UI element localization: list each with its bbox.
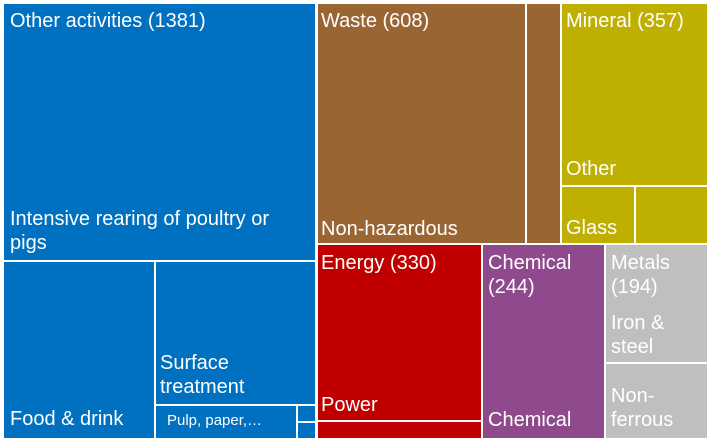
- label-min-other: Other: [566, 158, 617, 180]
- label-mineral: Mineral (357): [566, 10, 684, 32]
- treemap-tile-surface: [155, 261, 316, 405]
- label-energy: Energy (330): [321, 252, 437, 274]
- label-nonferrous: Non-ferrous: [611, 385, 674, 431]
- treemap-tile-nonhaz: [316, 3, 526, 244]
- treemap-tile-food: [3, 261, 155, 439]
- treemap-tile-energy-s1: [316, 421, 482, 439]
- label-surface: Surface treatment: [160, 352, 245, 398]
- group-separator: [560, 3, 562, 244]
- treemap-tile-nonferrous: [605, 363, 708, 439]
- treemap-tile-other-s1: [297, 405, 316, 422]
- label-nonhaz: Non-hazardous: [321, 218, 458, 240]
- treemap-tile-min-s1: [635, 186, 708, 244]
- label-poultry: Intensive rearing of poultry or pigs: [10, 208, 270, 254]
- label-food: Food & drink: [10, 408, 124, 430]
- treemap-tile-glass: [561, 186, 635, 244]
- treemap-tile-pulp: [155, 405, 297, 439]
- treemap-tile-waste-s1: [526, 3, 561, 244]
- label-other: Other activities (1381): [10, 10, 206, 32]
- label-metals: Metals (194): [611, 252, 670, 298]
- group-separator: [316, 243, 708, 245]
- group-separator: [316, 3, 318, 442]
- label-pulp: Pulp, paper,…: [167, 412, 263, 429]
- label-iron: Iron & steel: [611, 312, 665, 358]
- treemap-tile-min-other: [561, 3, 708, 186]
- label-waste: Waste (608): [321, 10, 430, 32]
- group-separator: [3, 260, 316, 262]
- label-glass: Glass: [566, 217, 618, 239]
- treemap-tile-poultry: [3, 3, 316, 261]
- label-power: Power: [321, 394, 378, 416]
- group-separator: [481, 244, 483, 439]
- label-chemical: Chemical (244): [488, 252, 572, 298]
- label-chem-sub: Chemical: [488, 409, 572, 431]
- treemap-tile-other-s2: [297, 422, 316, 439]
- group-separator: [604, 244, 606, 439]
